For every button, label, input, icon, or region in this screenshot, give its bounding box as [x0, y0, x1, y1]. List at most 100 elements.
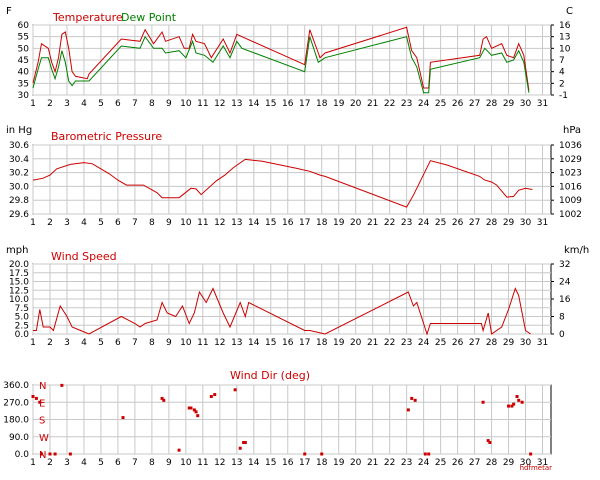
temperature-series — [32, 26, 530, 94]
x-tick-label: 27 — [469, 99, 480, 109]
x-tick-label: 5 — [98, 99, 104, 109]
x-tick-label: 11 — [197, 99, 208, 109]
dew-point-legend: Dew Point — [121, 11, 177, 24]
data-point — [53, 452, 57, 456]
x-tick-label: 3 — [64, 458, 70, 468]
data-point — [48, 452, 52, 456]
x-tick-label: 9 — [166, 218, 172, 228]
y-tick-label-right: 8 — [559, 313, 565, 323]
x-tick-label: 12 — [214, 99, 225, 109]
x-tick-label: 16 — [282, 99, 294, 109]
x-tick-label: 11 — [197, 458, 208, 468]
x-tick-label: 26 — [452, 458, 464, 468]
data-point — [510, 404, 514, 408]
data-point — [209, 395, 213, 398]
y-tick-label-left: 50 — [18, 44, 30, 54]
compass-label: N — [39, 381, 46, 392]
x-tick-label: 7 — [132, 218, 138, 228]
x-tick-label: 9 — [166, 458, 172, 468]
x-tick-label: 4 — [81, 218, 87, 228]
wind-dir-title: Wind Dir (deg) — [230, 369, 310, 382]
x-tick-label: 4 — [81, 99, 87, 109]
x-tick-label: 11 — [197, 338, 208, 348]
x-tick-label: 25 — [435, 99, 446, 109]
x-tick-label: 24 — [418, 218, 430, 228]
y-tick-label-right: 1002 — [559, 210, 582, 220]
x-tick-label: 8 — [149, 218, 155, 228]
x-tick-label: 16 — [282, 338, 294, 348]
x-tick-label: 22 — [384, 458, 395, 468]
x-tick-label: 18 — [316, 458, 328, 468]
x-tick-label: 31 — [537, 458, 548, 468]
y-tick-label-right: 1029 — [559, 155, 582, 165]
x-tick-label: 2 — [47, 218, 53, 228]
x-tick-label: 24 — [418, 338, 430, 348]
x-tick-label: 31 — [537, 218, 548, 228]
x-tick-label: 16 — [282, 218, 294, 228]
x-tick-label: 12 — [214, 338, 225, 348]
y-tick-label-left: 30 — [18, 91, 30, 101]
data-point — [413, 398, 417, 402]
x-tick-label: 13 — [231, 458, 242, 468]
x-tick-label: 15 — [265, 218, 276, 228]
data-point — [529, 452, 533, 456]
pressure-plot-frame — [32, 144, 552, 215]
series-line — [33, 287, 531, 336]
x-tick-label: 4 — [81, 338, 87, 348]
y-tick-label-left: 12.5 — [9, 286, 29, 296]
data-point — [162, 398, 166, 402]
x-tick-label: 30 — [520, 458, 532, 468]
x-tick-label: 19 — [333, 218, 345, 228]
y-tick-label-right: 1009 — [559, 196, 582, 206]
y-tick-label-left: 10.0 — [9, 295, 29, 305]
y-tick-label-left: 30.6 — [9, 141, 29, 151]
y-tick-label-right: -1 — [559, 91, 568, 101]
x-tick-label: 6 — [115, 338, 121, 348]
data-point — [160, 396, 164, 400]
x-tick-label: 9 — [166, 338, 172, 348]
x-tick-label: 10 — [180, 218, 192, 228]
y-tick-label-left: 30.4 — [9, 155, 29, 165]
x-tick-label: 3 — [64, 338, 70, 348]
wind-speed-left-unit: mph — [6, 245, 28, 256]
data-point — [39, 452, 43, 456]
x-tick-label: 13 — [231, 338, 242, 348]
data-point — [60, 383, 64, 387]
data-point — [242, 441, 246, 444]
x-tick-label: 28 — [486, 218, 498, 228]
temperature-left-unit: F — [6, 6, 12, 17]
x-tick-label: 26 — [452, 338, 464, 348]
x-tick-label: 20 — [350, 218, 362, 228]
x-tick-label: 29 — [503, 458, 515, 468]
x-tick-label: 23 — [401, 218, 412, 228]
x-tick-label: 27 — [469, 218, 480, 228]
data-point — [177, 448, 181, 452]
data-point — [233, 388, 237, 392]
data-point — [34, 396, 38, 400]
data-point — [515, 395, 519, 398]
x-tick-label: 30 — [520, 218, 532, 228]
data-point — [68, 452, 72, 456]
data-point — [303, 452, 307, 456]
x-tick-label: 23 — [401, 99, 412, 109]
x-tick-label: 7 — [132, 458, 138, 468]
x-tick-label: 13 — [231, 99, 242, 109]
x-tick-label: 29 — [503, 338, 515, 348]
x-tick-label: 6 — [115, 458, 121, 468]
wind-dir-y-tick-labels-left: 0.0 90.0 180.0 270.0 360.0 — [3, 381, 29, 460]
y-tick-label-left: 180.0 — [3, 416, 29, 426]
x-tick-label: 15 — [265, 338, 276, 348]
y-tick-label-right: 32 — [559, 260, 570, 270]
pressure-series — [32, 158, 533, 208]
y-tick-label-left: 35 — [18, 79, 29, 89]
y-tick-label-right: 16 — [559, 21, 571, 31]
x-tick-label: 11 — [197, 218, 208, 228]
temperature-chart: F C Temperature Dew Point 1 2 3 4 5 6 7 8 9 10 11 1… — [6, 6, 573, 109]
pressure-left-unit: in Hg — [6, 125, 32, 136]
pressure-title: Barometric Pressure — [51, 130, 162, 143]
wind-speed-title: Wind Speed — [51, 250, 117, 263]
x-tick-label: 21 — [367, 99, 378, 109]
x-tick-label: 6 — [115, 99, 121, 109]
y-tick-label-left: 30.0 — [9, 182, 29, 192]
